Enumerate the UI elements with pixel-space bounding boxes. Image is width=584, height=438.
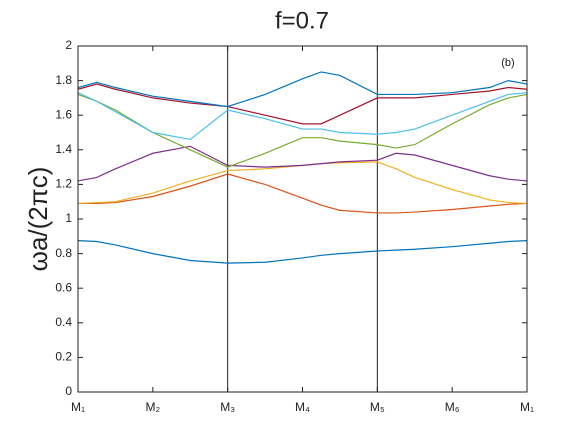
y-tick-label: 1 [65,211,72,225]
band-line [77,83,528,125]
band-line [77,71,528,108]
y-tick-label: 0.6 [55,280,72,294]
y-tick-label: 1.4 [55,142,72,156]
y-tick-label: 1.6 [55,107,72,121]
band-line [77,92,528,141]
x-tick-label: M₅ [370,400,385,414]
y-axis-label: ωa/(2πc) [23,167,53,272]
y-tick-label: 1.8 [55,73,72,87]
x-tick-label: M₄ [295,400,310,414]
band-line [77,240,528,264]
x-tick-label: M₁ [71,400,85,414]
x-tick-label: M₆ [445,400,460,414]
y-tick-label: 0.4 [55,315,72,329]
x-tick-label: M₃ [220,400,235,414]
chart-title: f=0.7 [275,7,329,34]
y-tick-label: 0 [65,384,72,398]
y-tick-label: 1.2 [55,177,72,191]
plot-frame [77,45,528,393]
band-line [77,145,528,182]
y-tick-label: 2 [65,38,72,52]
x-tick-label: M₂ [146,400,161,414]
band-line [78,173,528,214]
y-tick-label: 0.8 [55,246,72,260]
x-tick-label: M₁ [520,400,534,414]
annotation: (b) [501,57,514,69]
y-tick-label: 0.2 [55,350,72,364]
